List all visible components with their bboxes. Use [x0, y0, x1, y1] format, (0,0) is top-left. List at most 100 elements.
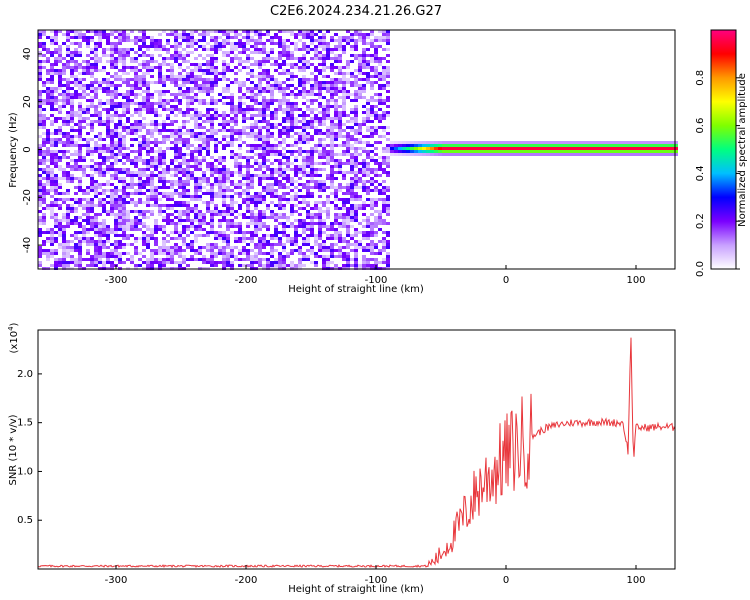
spectrogram-cell	[238, 42, 242, 45]
spectrogram-cell	[190, 135, 194, 138]
spectrogram-cell	[374, 174, 378, 177]
spectrogram-cell	[222, 102, 226, 105]
spectrogram-cell	[110, 42, 114, 45]
spectrogram-cell	[334, 57, 338, 60]
spectrogram-cell	[274, 33, 278, 36]
spectrogram-cell	[54, 231, 58, 234]
spectrogram-cell	[198, 111, 202, 114]
spectrogram-cell	[202, 192, 206, 195]
spectrogram-cell	[154, 156, 158, 159]
spectrogram-cell	[322, 111, 326, 114]
spectrogram-cell	[386, 261, 390, 264]
spectrogram-cell	[326, 156, 330, 159]
spectrogram-cell	[58, 219, 62, 222]
spectrogram-cell	[318, 129, 322, 132]
spectrogram-cell	[230, 174, 234, 177]
spectrogram-cell	[274, 111, 278, 114]
spectrogram-cell	[114, 75, 118, 78]
spectrogram-cell	[310, 147, 314, 150]
spectrogram-cell	[286, 219, 290, 222]
spectrogram-cell	[258, 264, 262, 267]
spectrogram-cell	[70, 57, 74, 60]
spectrogram-cell	[170, 33, 174, 36]
spectrogram-cell	[166, 114, 170, 117]
spectrogram-cell	[118, 225, 122, 228]
spectrogram-cell	[162, 84, 166, 87]
spectrogram-cell	[546, 153, 550, 156]
spectrogram-cell	[158, 192, 162, 195]
spectrogram-cell	[290, 51, 294, 54]
spectrogram-cell	[90, 165, 94, 168]
spectrogram-cell	[294, 66, 298, 69]
spectrogram-cell	[210, 198, 214, 201]
spectrogram-cell	[250, 93, 254, 96]
spectrogram-cell	[206, 243, 210, 246]
spectrogram-cell	[46, 69, 50, 72]
spectrogram-cell	[338, 255, 342, 258]
spectrogram-cell	[302, 201, 306, 204]
spectrogram-cell	[422, 153, 426, 156]
spectrogram-cell	[382, 72, 386, 75]
spectrogram-cell	[286, 156, 290, 159]
spectrogram-cell	[362, 249, 366, 252]
spectrogram-cell	[206, 69, 210, 72]
spectrogram-cell	[134, 138, 138, 141]
spectrogram-cell	[222, 63, 226, 66]
spectrogram-cell	[178, 66, 182, 69]
spectrogram-cell	[282, 171, 286, 174]
spectrogram-cell	[62, 84, 66, 87]
spectrogram-cell	[270, 96, 274, 99]
spectrogram-cell	[50, 231, 54, 234]
spectrogram-cell	[70, 81, 74, 84]
colorbar-tick-label: 0.8	[695, 70, 706, 86]
spectrogram-cell	[346, 78, 350, 81]
spectrogram-cell	[70, 159, 74, 162]
spectrogram-cell	[114, 129, 118, 132]
spectrogram-cell	[178, 33, 182, 36]
spectrogram-cell	[190, 99, 194, 102]
spectrogram-cell	[202, 81, 206, 84]
spectrogram-cell	[302, 171, 306, 174]
spectrogram-cell	[562, 141, 566, 144]
spectrogram-cell	[350, 171, 354, 174]
spectrogram-cell	[334, 87, 338, 90]
spectrogram-cell	[78, 150, 82, 153]
spectrogram-cell	[126, 39, 130, 42]
spectrogram-cell	[418, 141, 422, 144]
spectrogram-cell	[362, 165, 366, 168]
spectrogram-cell	[622, 141, 626, 144]
spectrogram-cell	[362, 183, 366, 186]
spectrogram-cell	[374, 219, 378, 222]
spectrogram-cell	[134, 219, 138, 222]
spectrogram-cell	[202, 147, 206, 150]
spectrogram-cell	[182, 180, 186, 183]
spectrogram-cell	[166, 213, 170, 216]
spectrogram-cell	[334, 48, 338, 51]
spectrogram-cell	[310, 165, 314, 168]
spectrogram-cell	[286, 150, 290, 153]
spectrogram-cell	[38, 36, 42, 39]
spectrogram-cell	[318, 96, 322, 99]
spectrogram-cell	[58, 168, 62, 171]
spectrogram-cell	[342, 102, 346, 105]
spectrogram-cell	[82, 159, 86, 162]
spectrogram-cell	[102, 156, 106, 159]
spectrogram-cell	[210, 81, 214, 84]
spectrogram-cell	[50, 105, 54, 108]
spectrogram-cell	[290, 102, 294, 105]
spectrogram-cell	[322, 249, 326, 252]
spectrogram-cell	[110, 168, 114, 171]
spectrogram-cell	[102, 210, 106, 213]
spectrogram-cell	[234, 30, 238, 33]
spectrogram-cell	[130, 222, 134, 225]
spectrogram-cell	[122, 195, 126, 198]
spectrogram-cell	[74, 159, 78, 162]
spectrogram-cell	[350, 93, 354, 96]
spectrogram-cell	[154, 138, 158, 141]
spectrogram-cell	[122, 138, 126, 141]
spectrogram-cell	[178, 252, 182, 255]
spectrogram-cell	[54, 216, 58, 219]
spectrogram-cell	[202, 174, 206, 177]
spectrogram-cell	[142, 75, 146, 78]
spectrogram-cell	[306, 81, 310, 84]
